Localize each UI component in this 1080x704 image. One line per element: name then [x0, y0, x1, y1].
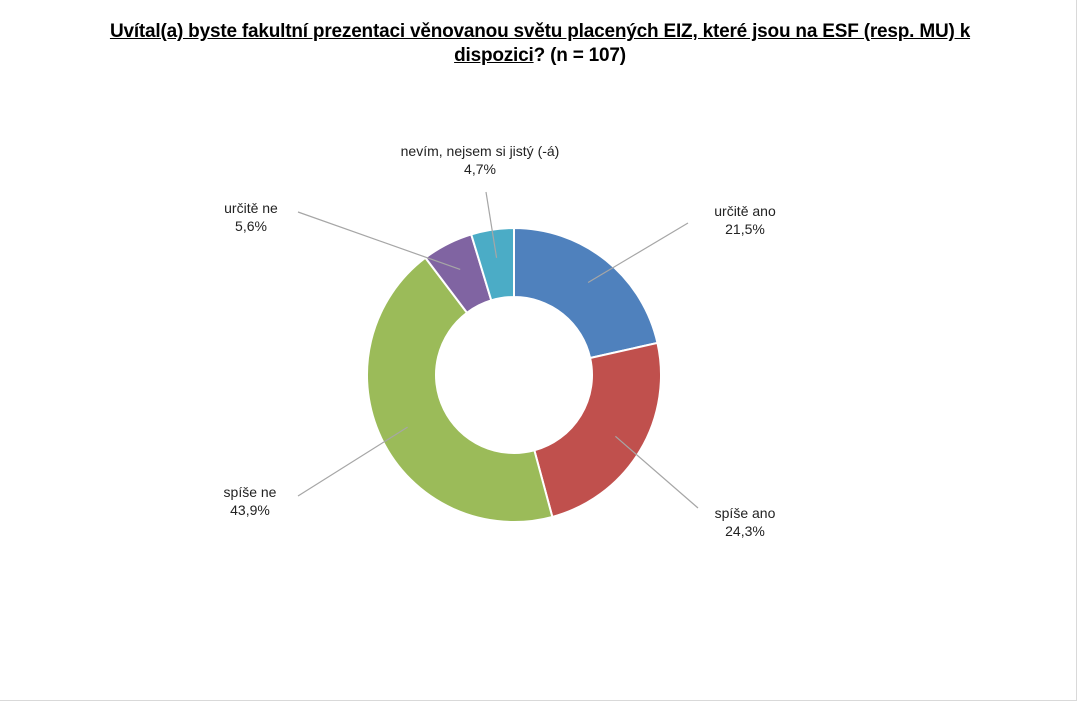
slice-value-2: 24,3%: [725, 523, 765, 539]
leader-line-2: [615, 435, 699, 509]
slice-label-4: určitě ne: [224, 200, 278, 216]
leader-line-5: [485, 191, 498, 258]
chart-title-main: Uvítal(a) byste fakultní prezentaci věno…: [109, 21, 971, 66]
slice-label-3: spíše ne: [224, 484, 277, 500]
slice-3: [366, 256, 554, 523]
slice-value-3: 43,9%: [230, 502, 270, 518]
slice-value-4: 5,6%: [235, 218, 267, 234]
slice-label-2: spíše ano: [715, 505, 776, 521]
slice-label-1: určitě ano: [714, 203, 776, 219]
leader-line-3: [297, 426, 408, 497]
slice-value-1: 21,5%: [725, 221, 765, 237]
slice-1: [513, 226, 659, 360]
slice-value-5: 4,7%: [464, 161, 496, 177]
chart-title: Uvítal(a) byste fakultní prezentaci věno…: [90, 20, 990, 68]
leader-line-4: [297, 211, 461, 270]
chart-title-suffix: ? (n = 107): [533, 45, 627, 66]
slice-label-5: nevím, nejsem si jistý (-á): [401, 143, 560, 159]
slice-5: [469, 226, 515, 302]
leader-line-1: [587, 222, 689, 284]
slice-2: [533, 341, 662, 519]
